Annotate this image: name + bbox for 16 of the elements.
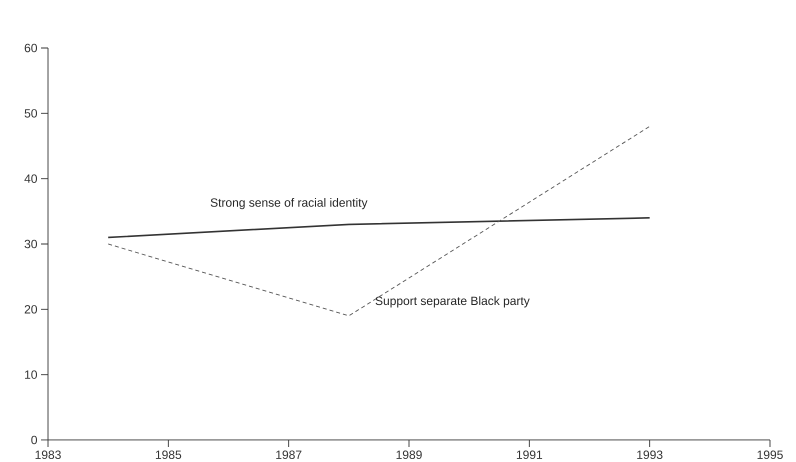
series-label: Strong sense of racial identity bbox=[210, 198, 368, 210]
x-tick-label: 1987 bbox=[276, 450, 302, 459]
x-tick-label: 1989 bbox=[396, 450, 422, 459]
y-tick-label: 10 bbox=[25, 370, 38, 379]
y-tick-label: 50 bbox=[24, 108, 38, 118]
y-tick-label: 30 bbox=[24, 240, 38, 248]
x-tick-label: 1983 bbox=[36, 450, 61, 459]
x-tick-label: 1995 bbox=[758, 450, 783, 459]
y-tick-label: 60 bbox=[24, 44, 38, 52]
x-tick-label: 1985 bbox=[156, 450, 182, 459]
x-tick-label: 1991 bbox=[516, 450, 542, 459]
series-label: Support separate Black party bbox=[376, 296, 530, 308]
y-tick-label: 40 bbox=[24, 174, 38, 183]
y-tick-label: 20 bbox=[24, 304, 38, 314]
x-tick-label: 1993 bbox=[637, 450, 662, 459]
y-tick-label: 0 bbox=[31, 436, 38, 444]
